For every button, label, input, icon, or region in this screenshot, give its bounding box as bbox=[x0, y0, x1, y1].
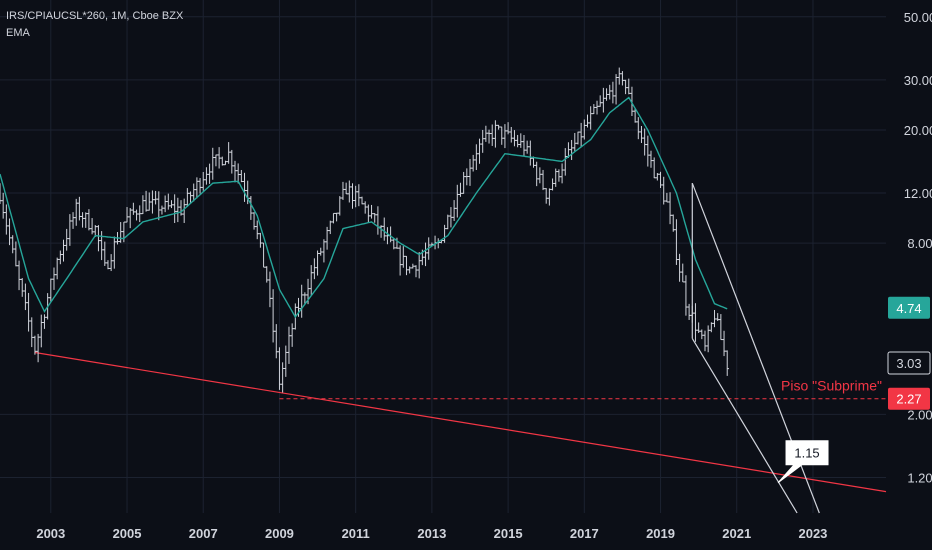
time-axis[interactable]: 2003 2005 2007 2009 2011 2013 2015 2017 2019 2021… bbox=[36, 526, 827, 541]
price-badge: 4.74 bbox=[888, 296, 930, 319]
support-trendline[interactable] bbox=[34, 351, 887, 493]
x-tick-label: 2015 bbox=[494, 526, 523, 541]
ohlc-bar bbox=[725, 350, 730, 376]
x-tick-label: 2023 bbox=[798, 526, 827, 541]
y-tick-label: 30.00 bbox=[904, 73, 932, 88]
price-axis[interactable]: 50.00 30.00 20.00 12.00 8.00 2.00 1.20 bbox=[904, 10, 932, 486]
symbol-title[interactable]: IRS/CPIAUCSL*260, 1M, Cboe BZX bbox=[6, 10, 184, 22]
price-bars bbox=[0, 67, 730, 393]
x-tick-label: 2011 bbox=[342, 526, 370, 541]
callout-box bbox=[777, 440, 829, 484]
indicator-label[interactable]: EMA bbox=[6, 27, 30, 39]
annotations: Piso "Subprime" 1.15 bbox=[777, 378, 882, 484]
badge-bg bbox=[888, 296, 930, 319]
floor-label: Piso "Subprime" bbox=[781, 378, 882, 394]
ema-path bbox=[0, 96, 728, 319]
badge-label: 4.74 bbox=[896, 301, 921, 316]
badge-label: 3.03 bbox=[896, 356, 921, 371]
y-tick-label: 12.00 bbox=[904, 186, 932, 201]
x-tick-label: 2003 bbox=[36, 526, 65, 541]
y-tick-label: 50.00 bbox=[904, 10, 932, 25]
channel-lower bbox=[691, 338, 798, 514]
x-tick-label: 2017 bbox=[570, 526, 599, 541]
x-tick-label: 2005 bbox=[113, 526, 142, 541]
x-tick-label: 2021 bbox=[722, 526, 751, 541]
x-tick-label: 2013 bbox=[417, 526, 446, 541]
price-badges: 4.74 3.03 2.27 bbox=[887, 296, 931, 410]
x-tick-label: 2007 bbox=[189, 526, 218, 541]
y-tick-label: 8.00 bbox=[907, 236, 932, 251]
price-badge: 3.03 bbox=[887, 351, 931, 375]
chart-legend: IRS/CPIAUCSL*260, 1M, Cboe BZX EMA bbox=[6, 8, 183, 42]
y-tick-label: 2.00 bbox=[907, 407, 932, 422]
y-tick-label: 20.00 bbox=[904, 123, 932, 138]
x-tick-label: 2009 bbox=[265, 526, 294, 541]
callout-1-15[interactable]: 1.15 bbox=[777, 440, 829, 484]
grid bbox=[0, 0, 886, 513]
trendline-path bbox=[34, 351, 887, 493]
badge-label: 2.27 bbox=[896, 392, 921, 407]
callout-label: 1.15 bbox=[794, 446, 819, 461]
x-tick-label: 2019 bbox=[646, 526, 675, 541]
badge-bg bbox=[888, 387, 930, 410]
price-badge: 2.27 bbox=[888, 387, 930, 410]
y-tick-label: 1.20 bbox=[907, 470, 932, 485]
ema-line bbox=[0, 96, 728, 319]
badge-bg bbox=[887, 351, 931, 375]
